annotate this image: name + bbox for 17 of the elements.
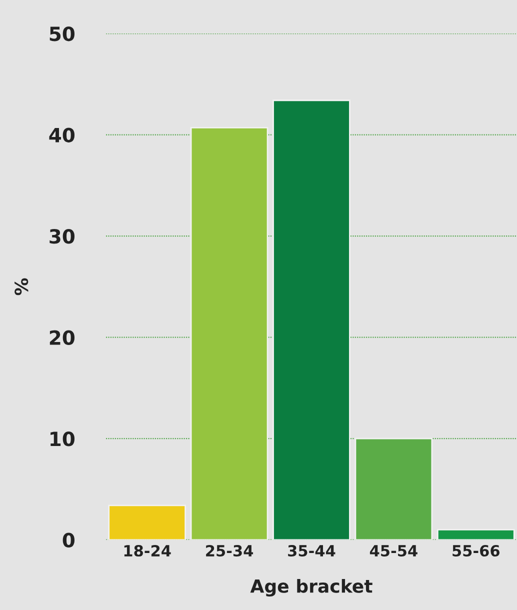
x-tick-label: 55-66 bbox=[452, 544, 500, 557]
x-tick-label: 18-24 bbox=[124, 544, 171, 557]
x-axis-title: Age bracket bbox=[250, 578, 372, 597]
y-tick-label: 0 bbox=[62, 532, 74, 548]
y-axis-title: % bbox=[14, 278, 28, 296]
y-tick-label: 40 bbox=[49, 128, 74, 142]
y-tick-label: 50 bbox=[50, 26, 74, 42]
y-tick-label: 30 bbox=[50, 229, 74, 244]
y-tick-label: 20 bbox=[50, 330, 74, 345]
bar bbox=[190, 127, 268, 540]
bar bbox=[272, 100, 350, 540]
x-tick-label: 35-44 bbox=[288, 544, 336, 557]
y-tick-label: 10 bbox=[50, 432, 74, 446]
x-tick-label: 25-34 bbox=[206, 544, 254, 557]
x-tick-label: 45-54 bbox=[370, 545, 418, 557]
bar bbox=[436, 529, 515, 540]
bar bbox=[108, 504, 186, 540]
